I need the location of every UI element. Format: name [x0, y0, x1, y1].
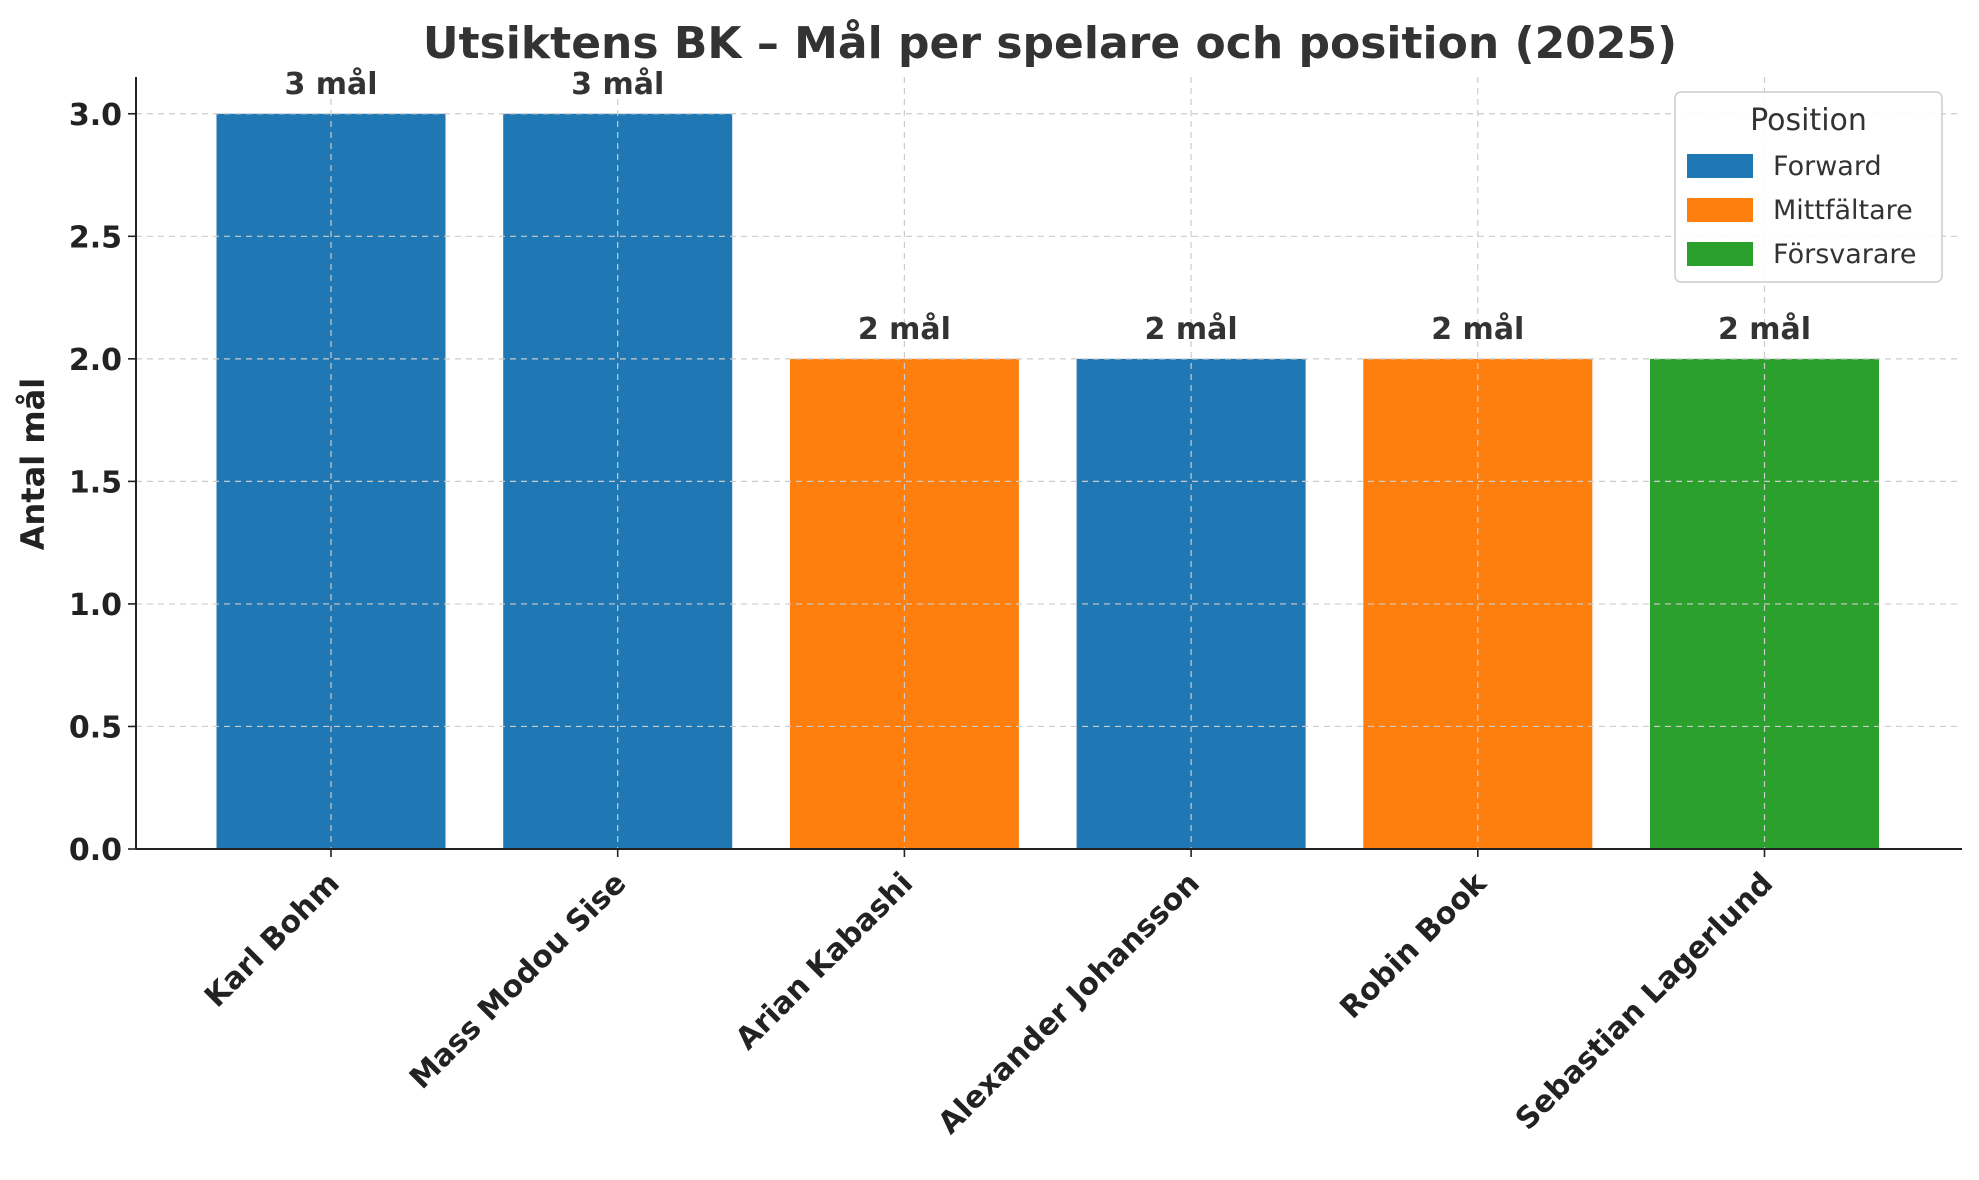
y-tick-label: 0.0 [69, 833, 122, 868]
legend-swatch [1687, 242, 1753, 266]
legend-entry-label: Forward [1773, 151, 1882, 182]
y-axis-label: Antal mål [14, 378, 52, 550]
bar-value-label: 3 mål [284, 66, 377, 102]
legend-entry-label: Mittfältare [1773, 195, 1913, 226]
bars [216, 113, 1879, 849]
axes [128, 77, 1962, 857]
legend: Position Forward Mittfältare Försvarare [1674, 91, 1943, 283]
legend-frame [1674, 91, 1943, 283]
legend-swatch [1687, 198, 1753, 222]
x-tick-label: Arian Kabashi [729, 866, 920, 1057]
x-tick-label: Sebastian Lagerlund [1509, 866, 1780, 1137]
x-tick-label: Karl Bohm [198, 866, 347, 1015]
x-tick-label: Robin Book [1333, 865, 1494, 1026]
y-tick-label: 3.0 [69, 98, 122, 133]
x-tick-label: Alexander Johansson [931, 866, 1206, 1141]
bar-value-label: 2 mål [858, 311, 951, 347]
y-tick-label: 2.0 [69, 343, 122, 378]
y-tick-label: 1.5 [69, 465, 122, 500]
legend-title: Position [1750, 103, 1867, 138]
bar-value-label: 2 mål [1145, 311, 1238, 347]
bar-value-label: 2 mål [1431, 311, 1524, 347]
y-tick-label: 1.0 [69, 588, 122, 623]
legend-entry-label: Försvarare [1773, 239, 1917, 270]
bar-value-label: 2 mål [1718, 311, 1811, 347]
x-tick-label: Mass Modou Sise [403, 866, 633, 1096]
chart-title: Utsiktens BK – Mål per spelare och posit… [423, 18, 1677, 69]
legend-swatch [1687, 154, 1753, 178]
y-tick-label: 2.5 [69, 220, 122, 255]
bar-value-label: 3 mål [571, 66, 664, 102]
y-tick-label: 0.5 [69, 710, 122, 745]
